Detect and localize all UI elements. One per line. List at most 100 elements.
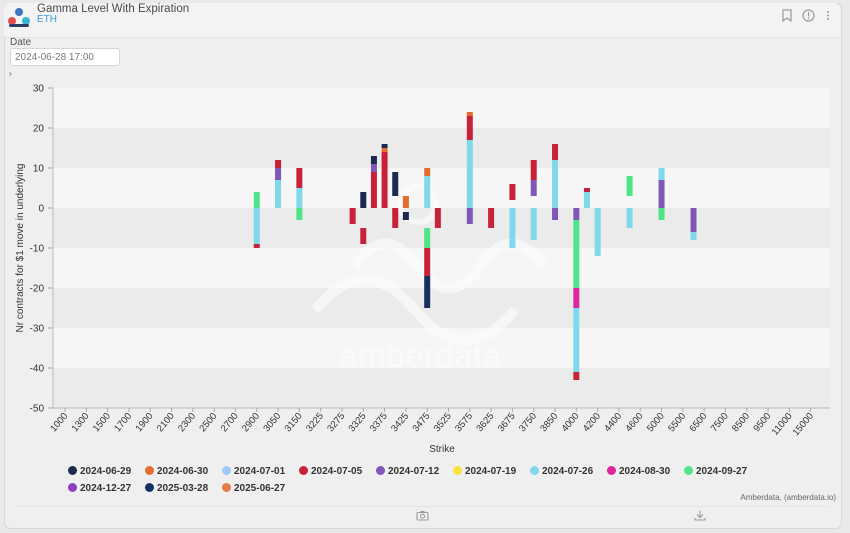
bar-segment[interactable] [424,248,431,276]
attribution-text: Amberdata, (amberdata.io) [740,493,836,502]
legend-label: 2024-09-27 [696,466,748,477]
amberdata-logo-icon [8,8,30,27]
bar-segment[interactable] [466,208,473,224]
bar-segment[interactable] [552,144,559,160]
legend-item[interactable]: 2024-09-27 [684,466,747,477]
legend-item[interactable]: 2024-07-01 [222,466,285,477]
legend-label: 2025-06-27 [234,483,286,494]
legend-item[interactable]: 2025-06-27 [222,483,285,494]
bar-segment[interactable] [370,164,377,172]
widget-title: Gamma Level With Expiration [37,3,190,15]
legend-label: 2025-03-28 [157,483,209,494]
bar-segment[interactable] [296,188,303,208]
legend-swatch [530,466,539,475]
bar-segment[interactable] [434,208,441,228]
bar-segment[interactable] [509,208,516,248]
legend-item[interactable]: 2024-06-30 [145,466,208,477]
bar-segment[interactable] [381,148,388,152]
download-icon[interactable] [694,510,706,524]
bar-segment[interactable] [690,208,697,232]
legend-label: 2024-07-05 [311,466,363,477]
bar-segment[interactable] [573,288,580,308]
bar-segment[interactable] [488,208,495,228]
bar-segment[interactable] [370,156,377,164]
bar-segment[interactable] [424,168,431,176]
bar-segment[interactable] [690,232,697,240]
bar-segment[interactable] [253,208,260,244]
bar-segment[interactable] [573,208,580,220]
legend-swatch [222,483,231,492]
bar-segment[interactable] [573,220,580,288]
bar-segment[interactable] [530,208,537,240]
bar-segment[interactable] [392,172,399,196]
bar-segment[interactable] [466,116,473,140]
bar-segment[interactable] [530,160,537,180]
date-label: Date [10,37,32,48]
bar-segment[interactable] [253,244,260,248]
bar-segment[interactable] [530,180,537,196]
bar-segment[interactable] [349,208,356,224]
legend-item[interactable]: 2024-06-29 [68,466,131,477]
legend-label: 2024-08-30 [619,466,671,477]
bar-segment[interactable] [583,192,590,208]
bar-segment[interactable] [466,112,473,116]
legend-swatch [299,466,308,475]
legend-item[interactable]: 2024-07-26 [530,466,593,477]
date-field[interactable]: 2024-06-28 17:00 [10,48,120,66]
bar-segment[interactable] [552,160,559,208]
bar-segment[interactable] [296,168,303,188]
more-vertical-icon[interactable] [821,9,835,23]
x-tick-label: 3150 [283,411,305,434]
bar-segment[interactable] [424,276,431,308]
expand-chevron-icon[interactable]: › [9,69,12,78]
x-tick-label: 3275 [325,411,347,434]
bar-segment[interactable] [552,208,559,220]
bar-segment[interactable] [626,176,633,196]
bar-segment[interactable] [626,208,633,228]
bar-segment[interactable] [594,208,601,256]
x-tick-label: 3750 [517,411,539,434]
bar-segment[interactable] [402,196,409,208]
bar-segment[interactable] [466,140,473,208]
info-icon[interactable] [801,9,815,23]
bar-segment[interactable] [424,228,431,248]
legend-item[interactable]: 2024-12-27 [68,483,131,494]
bar-segment[interactable] [253,192,260,208]
bar-segment[interactable] [658,168,665,180]
y-tick-label: -10 [30,244,45,255]
x-tick-label: 4000 [560,411,582,434]
bar-segment[interactable] [402,212,409,220]
x-tick-label: 4200 [581,411,603,434]
x-tick-label: 5500 [666,411,688,434]
bar-segment[interactable] [296,208,303,220]
bar-segment[interactable] [370,172,377,208]
x-tick-label: 6500 [687,411,709,434]
bar-segment[interactable] [360,228,367,244]
bar-segment[interactable] [275,180,282,208]
bar-segment[interactable] [509,184,516,200]
legend-item[interactable]: 2024-08-30 [607,466,670,477]
bar-segment[interactable] [275,168,282,180]
bookmark-icon[interactable] [780,9,794,23]
x-tick-label: 15000 [791,411,816,438]
bar-segment[interactable] [573,372,580,380]
bar-segment[interactable] [573,308,580,372]
legend-item[interactable]: 2024-07-12 [376,466,439,477]
legend-item[interactable]: 2025-03-28 [145,483,208,494]
bar-segment[interactable] [381,144,388,148]
x-tick-label: 3675 [496,411,518,434]
bar-segment[interactable] [424,176,431,208]
legend-swatch [376,466,385,475]
bar-segment[interactable] [583,188,590,192]
x-tick-label: 1300 [70,411,92,434]
bar-segment[interactable] [360,192,367,208]
bar-segment[interactable] [381,152,388,208]
legend-item[interactable]: 2024-07-19 [453,466,516,477]
bar-segment[interactable] [392,208,399,228]
bar-segment[interactable] [658,208,665,220]
bar-segment[interactable] [275,160,282,168]
legend-item[interactable]: 2024-07-05 [299,466,362,477]
camera-icon[interactable] [416,510,429,524]
card-header [4,3,840,38]
bar-segment[interactable] [658,180,665,208]
